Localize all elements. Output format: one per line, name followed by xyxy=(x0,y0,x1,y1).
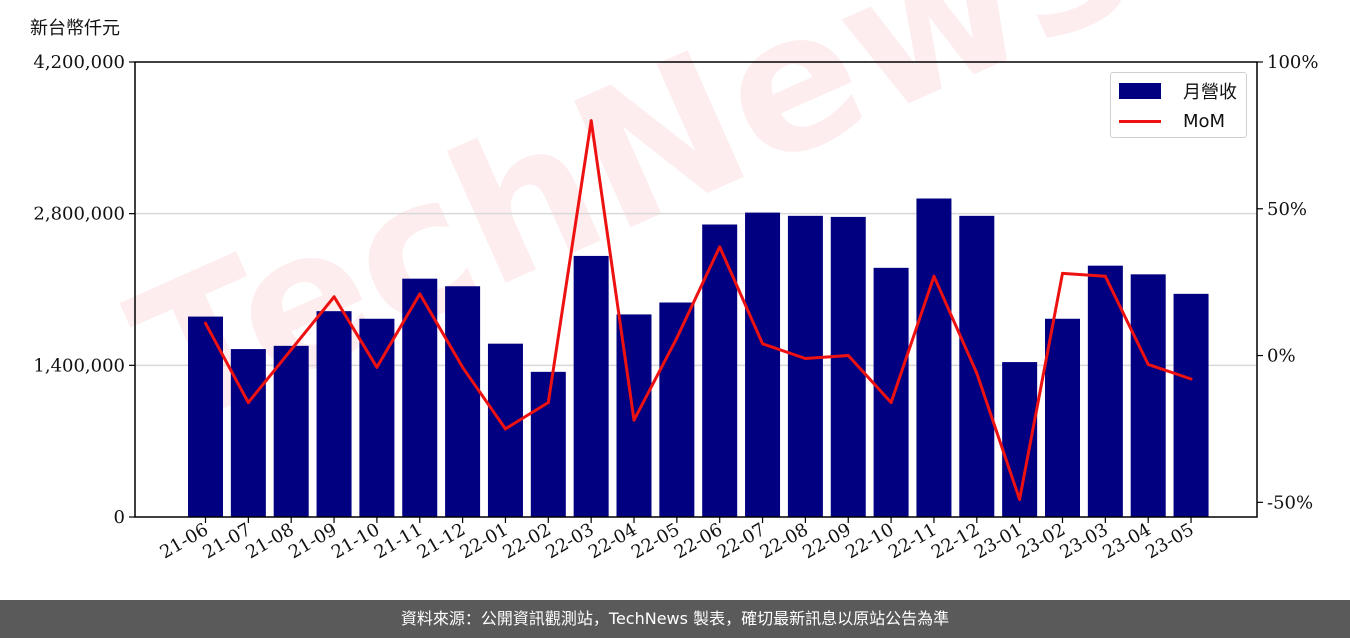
right-tick-label: 50% xyxy=(1267,199,1307,220)
x-tick-label: 22-04 xyxy=(585,519,640,563)
bar-22-12 xyxy=(959,215,995,518)
legend-swatch-line xyxy=(1119,119,1161,123)
left-tick-label: 0 xyxy=(114,507,125,528)
legend: 月營收 MoM xyxy=(1110,72,1247,138)
x-tick-label: 22-06 xyxy=(671,519,726,563)
mom-point-23-01 xyxy=(1018,497,1022,501)
mom-point-22-05 xyxy=(675,336,679,340)
legend-label-revenue: 月營收 xyxy=(1183,82,1237,103)
bar-23-04 xyxy=(1130,274,1166,517)
x-tick-label: 22-11 xyxy=(885,519,940,563)
x-tick-label: 22-09 xyxy=(799,519,854,563)
x-tick-label: 22-05 xyxy=(628,519,683,563)
x-tick-label: 21-09 xyxy=(285,519,340,563)
right-tick-label: -50% xyxy=(1267,492,1313,513)
x-tick-label: 21-07 xyxy=(199,519,254,563)
bar-22-11 xyxy=(916,198,952,517)
bar-23-02 xyxy=(1045,318,1080,517)
mom-point-22-02 xyxy=(546,401,550,405)
bar-23-03 xyxy=(1087,265,1123,517)
bar-21-12 xyxy=(445,286,481,517)
x-tick-label: 22-12 xyxy=(928,519,983,563)
left-tick-label: 1,400,000 xyxy=(33,355,125,376)
legend-label-mom: MoM xyxy=(1183,110,1226,132)
mom-point-21-11 xyxy=(418,292,422,296)
x-tick-label: 21-12 xyxy=(414,519,469,563)
mom-point-22-01 xyxy=(503,427,507,431)
revenue-chart: TechNews 21-0621-0721-0821-0921-1021-112… xyxy=(33,0,1318,563)
x-tick-label: 23-05 xyxy=(1142,519,1197,563)
x-axis-ticks: 21-0621-0721-0821-0921-1021-1121-1222-01… xyxy=(157,517,1198,563)
mom-point-21-08 xyxy=(289,348,293,352)
bar-21-06 xyxy=(188,316,223,517)
legend-item-mom: MoM xyxy=(1119,109,1225,133)
left-axis-ticks: 0 1,400,000 2,800,000 4,200,000 xyxy=(33,52,135,528)
mom-point-21-10 xyxy=(375,365,379,369)
footer-source-note: 資料來源：公開資訊觀測站，TechNews 製表，確切最新訊息以原站公告為準 xyxy=(0,600,1350,638)
x-tick-label: 21-06 xyxy=(157,519,212,563)
mom-point-21-07 xyxy=(246,401,250,405)
bar-series xyxy=(188,198,1209,518)
mom-point-22-04 xyxy=(632,418,636,422)
bar-21-11 xyxy=(402,278,438,517)
x-tick-label: 23-02 xyxy=(1014,519,1069,563)
bar-21-08 xyxy=(273,345,309,517)
left-tick-label: 2,800,000 xyxy=(33,204,125,225)
mom-point-22-11 xyxy=(932,274,936,278)
bar-21-09 xyxy=(316,311,352,517)
mom-point-23-03 xyxy=(1103,274,1107,278)
bar-22-06 xyxy=(702,224,738,517)
y-axis-unit-label: 新台幣仟元 xyxy=(30,18,120,39)
x-tick-label: 23-03 xyxy=(1056,519,1111,563)
mom-point-22-07 xyxy=(761,342,765,346)
plot-frame xyxy=(134,61,1258,518)
bar-23-05 xyxy=(1173,293,1209,517)
axes xyxy=(134,61,1258,518)
bar-21-07 xyxy=(230,349,266,517)
right-tick-label: 0% xyxy=(1267,346,1296,367)
mom-point-23-02 xyxy=(1061,271,1064,275)
mom-point-22-06 xyxy=(718,245,722,249)
mom-point-22-03 xyxy=(589,119,593,123)
mom-point-22-09 xyxy=(846,354,850,358)
mom-point-21-06 xyxy=(204,321,207,325)
mom-point-23-05 xyxy=(1189,377,1193,381)
mom-line xyxy=(204,119,1192,501)
x-tick-label: 22-02 xyxy=(499,519,554,563)
legend-item-revenue: 月營收 xyxy=(1119,79,1237,103)
x-tick-label: 21-11 xyxy=(371,519,426,563)
mom-point-22-08 xyxy=(803,356,807,360)
x-tick-label: 22-07 xyxy=(714,519,769,563)
legend-swatch-bar xyxy=(1119,83,1161,99)
x-tick-label: 21-10 xyxy=(328,519,383,563)
mom-line-series xyxy=(204,119,1193,501)
bar-22-07 xyxy=(745,212,781,518)
x-tick-label: 21-08 xyxy=(242,519,297,563)
bar-22-03 xyxy=(573,255,609,517)
x-tick-label: 22-10 xyxy=(842,519,897,563)
x-tick-label: 22-03 xyxy=(542,519,597,563)
mom-point-22-12 xyxy=(975,371,979,375)
mom-point-21-09 xyxy=(332,295,336,299)
bar-22-10 xyxy=(873,267,909,517)
mom-point-23-04 xyxy=(1146,362,1150,366)
x-tick-label: 23-01 xyxy=(971,519,1026,563)
x-tick-label: 22-01 xyxy=(457,519,512,563)
right-tick-label: 100% xyxy=(1267,52,1318,73)
mom-point-22-10 xyxy=(889,401,893,405)
x-tick-label: 22-08 xyxy=(756,519,811,563)
left-tick-label: 4,200,000 xyxy=(33,52,125,73)
right-axis-ticks: -50% 0% 50% 100% xyxy=(1257,52,1318,513)
mom-point-21-12 xyxy=(461,365,465,369)
x-tick-label: 23-04 xyxy=(1099,519,1154,563)
bar-22-08 xyxy=(787,215,823,518)
bar-21-10 xyxy=(359,318,395,517)
